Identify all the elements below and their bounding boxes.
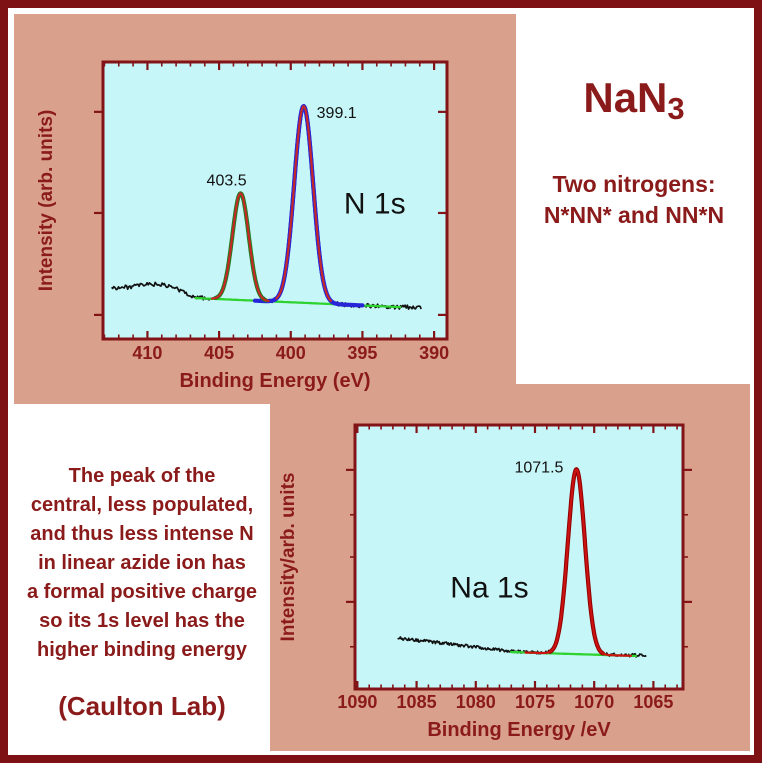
svg-text:N 1s: N 1s [344, 187, 406, 220]
nitrogen-note-line1: Two nitrogens: [552, 171, 716, 197]
nitrogen-note-line2: N*NN* and NN*N [543, 202, 725, 228]
nitrogen-note: Two nitrogens: N*NN* and NN*N [518, 169, 750, 231]
svg-text:Intensity (arb. units): Intensity (arb. units) [36, 110, 57, 292]
svg-text:400: 400 [276, 343, 306, 363]
explanation-line: a formal positive charge [26, 581, 258, 603]
na1s-spectrum-chart: 1090 1085 1080 1075 1070 1065 Binding Energy /… [278, 423, 692, 741]
svg-text:390: 390 [419, 343, 449, 363]
compound-text-block: NaN3 Two nitrogens: N*NN* and NN*N [518, 72, 750, 231]
svg-text:Binding Energy /eV: Binding Energy /eV [427, 719, 611, 741]
lab-credit: (Caulton Lab) [58, 691, 226, 721]
svg-text:Intensity/arb. units: Intensity/arb. units [278, 473, 299, 642]
svg-text:405: 405 [204, 343, 234, 363]
svg-text:1085: 1085 [397, 692, 437, 712]
compound-title-main: NaN [583, 74, 668, 121]
explanation-line: higher binding energy [36, 639, 247, 661]
svg-text:410: 410 [132, 343, 162, 363]
svg-text:1071.5: 1071.5 [514, 459, 563, 476]
svg-text:Binding Energy (eV): Binding Energy (eV) [179, 370, 370, 392]
n1s-spectrum-chart: 410 405 400 395 390 Binding Energy (eV) Intens… [36, 60, 449, 392]
explanation-text-block: The peak of the central, less populated,… [12, 462, 272, 722]
svg-text:1090: 1090 [337, 692, 377, 712]
explanation-line: so its 1s level has the [39, 610, 245, 632]
explanation-line: in linear azide ion has [38, 552, 246, 574]
svg-text:1080: 1080 [456, 692, 496, 712]
svg-text:395: 395 [347, 343, 377, 363]
svg-text:1065: 1065 [633, 692, 673, 712]
compound-title-subscript: 3 [667, 91, 685, 126]
svg-text:403.5: 403.5 [207, 172, 247, 189]
explanation-line: and thus less intense N [30, 523, 254, 545]
svg-text:1070: 1070 [574, 692, 614, 712]
explanation-line: The peak of the [68, 465, 216, 487]
explanation-line: central, less populated, [30, 494, 254, 516]
svg-text:399.1: 399.1 [317, 105, 357, 122]
compound-title: NaN3 [518, 72, 750, 135]
svg-text:1075: 1075 [515, 692, 555, 712]
svg-text:Na 1s: Na 1s [450, 571, 528, 604]
